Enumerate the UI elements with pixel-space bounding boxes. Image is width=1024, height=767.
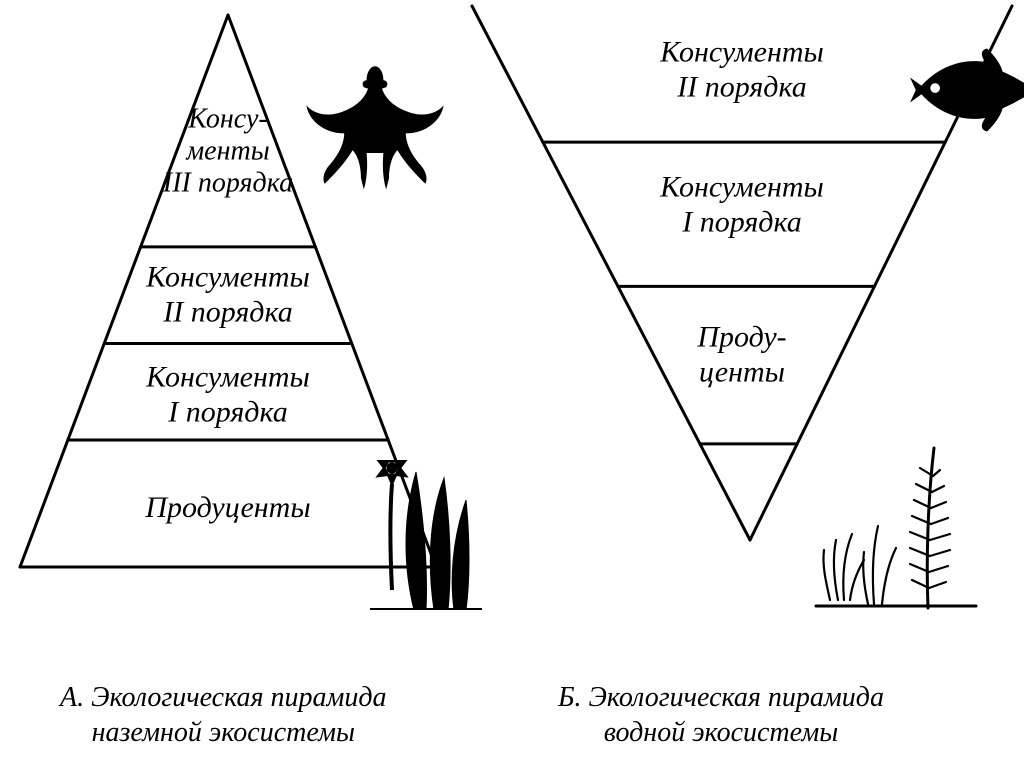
fish-icon <box>910 45 1024 135</box>
algae-icon <box>810 440 980 610</box>
pyramid-b-caption: Б. Экологическая пирамида водной экосист… <box>558 680 884 750</box>
eagle-icon <box>300 55 450 195</box>
pyramid-a-level-0-label: Продуценты <box>145 491 310 526</box>
plants-icon <box>366 460 486 610</box>
pyramid-a-level-1-label: Консументы I порядка <box>146 361 310 430</box>
pyramid-a-caption: А. Экологическая пирамида наземной экоси… <box>60 680 387 750</box>
pyramid-a-level-2-label: Консументы II порядка <box>146 261 310 330</box>
diagram-stage: Консу- менты III порядка Консументы II п… <box>0 0 1024 767</box>
pyramid-b-level-0-label: Консументы II порядка <box>660 36 824 105</box>
pyramid-a-level-3-label: Консу- менты III порядка <box>163 104 293 201</box>
pyramid-b-level-2-label: Проду- центы <box>697 321 786 390</box>
pyramid-b-level-1-label: Консументы I порядка <box>660 171 824 240</box>
